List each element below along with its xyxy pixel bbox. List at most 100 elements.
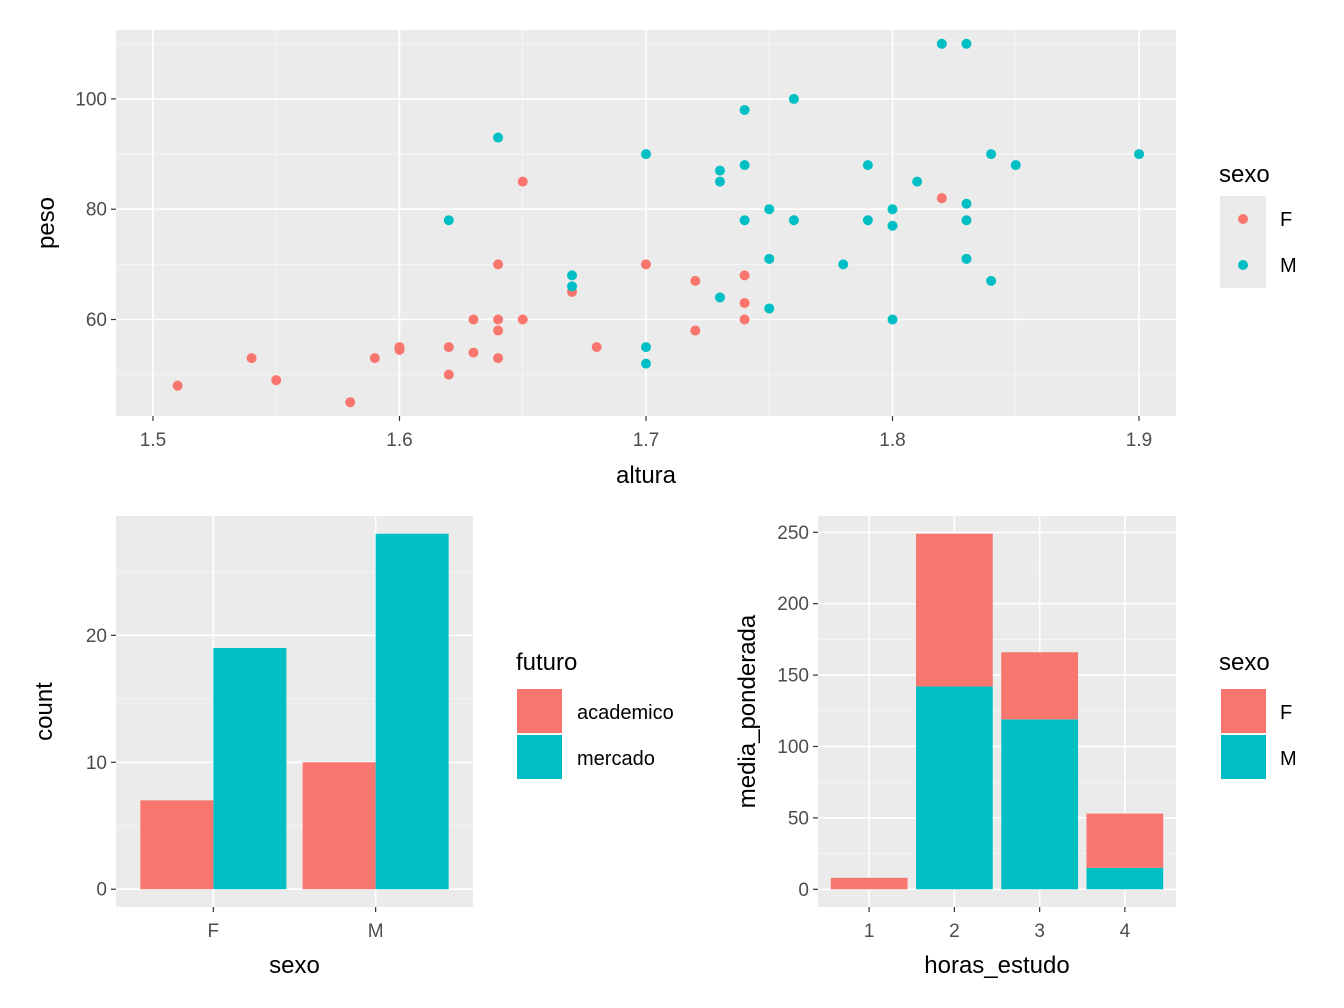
y-tick-label: 50 xyxy=(788,808,809,829)
scatter-point-f xyxy=(739,297,750,308)
scatter-point-m xyxy=(986,275,997,286)
legend-label: M xyxy=(1280,748,1297,770)
scatter-point-m xyxy=(1010,160,1021,171)
scatter-point-m xyxy=(641,358,651,369)
scatter-point-m xyxy=(714,176,725,187)
x-tick-label: 4 xyxy=(1120,921,1131,942)
x-tick-label: 1 xyxy=(864,921,875,942)
scatter-point-f xyxy=(443,342,454,353)
x-tick-label: M xyxy=(368,921,384,942)
y-tick-label: 0 xyxy=(96,880,107,901)
stacked-bar-f-1 xyxy=(830,877,908,890)
scatter-point-f xyxy=(936,193,947,204)
scatter-point-f xyxy=(369,353,380,364)
scatter-point-m xyxy=(961,38,972,49)
x-axis-title: sexo xyxy=(269,952,320,979)
bar-academico-f xyxy=(140,800,214,890)
scatter-point-m xyxy=(641,149,651,160)
scatter-point-m xyxy=(887,204,898,215)
y-tick-label: 150 xyxy=(777,666,809,687)
legend-label: F xyxy=(1280,702,1292,724)
scatter-point-m xyxy=(567,281,578,292)
scatter-point-f xyxy=(172,380,183,391)
stacked-bar-m-2 xyxy=(916,686,993,890)
legend-key-f xyxy=(1221,689,1266,733)
scatter-point-m xyxy=(936,38,947,49)
legend-title: sexo xyxy=(1219,161,1270,188)
legend-key-mercado xyxy=(517,735,562,779)
y-tick-label: 20 xyxy=(86,626,107,647)
scatter-point-f xyxy=(690,275,701,286)
y-tick-label: 100 xyxy=(777,737,809,758)
scatter-point-m xyxy=(764,253,775,264)
scatter-point-m xyxy=(912,176,923,187)
y-tick-label: 80 xyxy=(86,200,107,221)
scatter-point-m xyxy=(788,93,799,104)
y-tick-label: 10 xyxy=(86,753,107,774)
scatter-point-f xyxy=(739,270,750,281)
scatter-point-m xyxy=(887,220,898,231)
scatter-point-f xyxy=(345,397,356,408)
x-tick-label: 1.9 xyxy=(1126,430,1152,451)
y-axis-title: peso xyxy=(33,197,60,249)
legend-title: sexo xyxy=(1219,649,1270,676)
scatter-point-m xyxy=(862,160,873,171)
scatter-point-f xyxy=(493,314,504,325)
scatter-point-m xyxy=(764,303,775,314)
legend-label: F xyxy=(1280,209,1292,231)
scatter-point-f xyxy=(493,353,504,364)
scatter-point-f xyxy=(517,176,528,187)
stacked-bar-f-2 xyxy=(916,533,993,687)
scatter-point-f xyxy=(468,314,479,325)
x-tick-label: F xyxy=(208,921,220,942)
scatter-plot-altura-peso: 60 80 100 1.5 1.6 1.7 1.8 1.9 altura peso sexo F M xyxy=(33,30,1297,489)
bar-academico-m xyxy=(302,762,376,890)
scatter-point-f xyxy=(591,342,602,353)
scatter-point-m xyxy=(641,342,651,353)
scatter-point-m xyxy=(1134,149,1145,160)
scatter-point-f xyxy=(271,375,282,386)
legend-key-m xyxy=(1221,735,1266,779)
scatter-point-f xyxy=(641,259,651,270)
y-tick-label: 100 xyxy=(75,89,107,110)
scatter-point-m xyxy=(443,215,454,226)
y-tick-label: 250 xyxy=(777,523,809,544)
legend-label: M xyxy=(1280,255,1297,277)
stacked-bar-f-4 xyxy=(1086,813,1164,868)
scatter-point-m xyxy=(567,270,578,281)
scatter-point-f xyxy=(246,353,257,364)
scatter-point-f xyxy=(493,259,504,270)
scatter-point-f xyxy=(443,369,454,380)
legend-label: academico xyxy=(577,702,674,724)
y-axis-title: media_ponderada xyxy=(734,614,761,808)
stacked-bar-m-4 xyxy=(1086,867,1164,890)
scatter-point-m xyxy=(961,253,972,264)
x-tick-label: 2 xyxy=(949,921,960,942)
scatter-point-f xyxy=(394,344,405,355)
scatter-point-f xyxy=(517,314,528,325)
scatter-point-m xyxy=(788,215,799,226)
scatter-point-m xyxy=(714,165,725,176)
scatter-point-m xyxy=(739,160,750,171)
y-tick-label: 0 xyxy=(798,880,809,901)
scatter-point-m xyxy=(862,215,873,226)
scatter-point-m xyxy=(493,132,504,143)
x-tick-label: 1.8 xyxy=(879,430,905,451)
x-tick-label: 3 xyxy=(1034,921,1045,942)
legend-key-point-f xyxy=(1238,214,1248,224)
x-axis-title: horas_estudo xyxy=(924,952,1069,979)
bar-mercado-m xyxy=(375,533,449,890)
legend-label: mercado xyxy=(577,748,655,770)
legend-title: futuro xyxy=(516,649,577,676)
scatter-point-m xyxy=(961,215,972,226)
scatter-point-f xyxy=(739,314,750,325)
x-tick-label: 1.6 xyxy=(386,430,412,451)
scatter-point-f xyxy=(690,325,701,336)
scatter-point-m xyxy=(739,104,750,115)
x-axis-title: altura xyxy=(616,462,677,489)
scatter-point-m xyxy=(838,259,849,270)
scatter-point-m xyxy=(887,314,898,325)
legend-key-point-m xyxy=(1238,260,1248,270)
